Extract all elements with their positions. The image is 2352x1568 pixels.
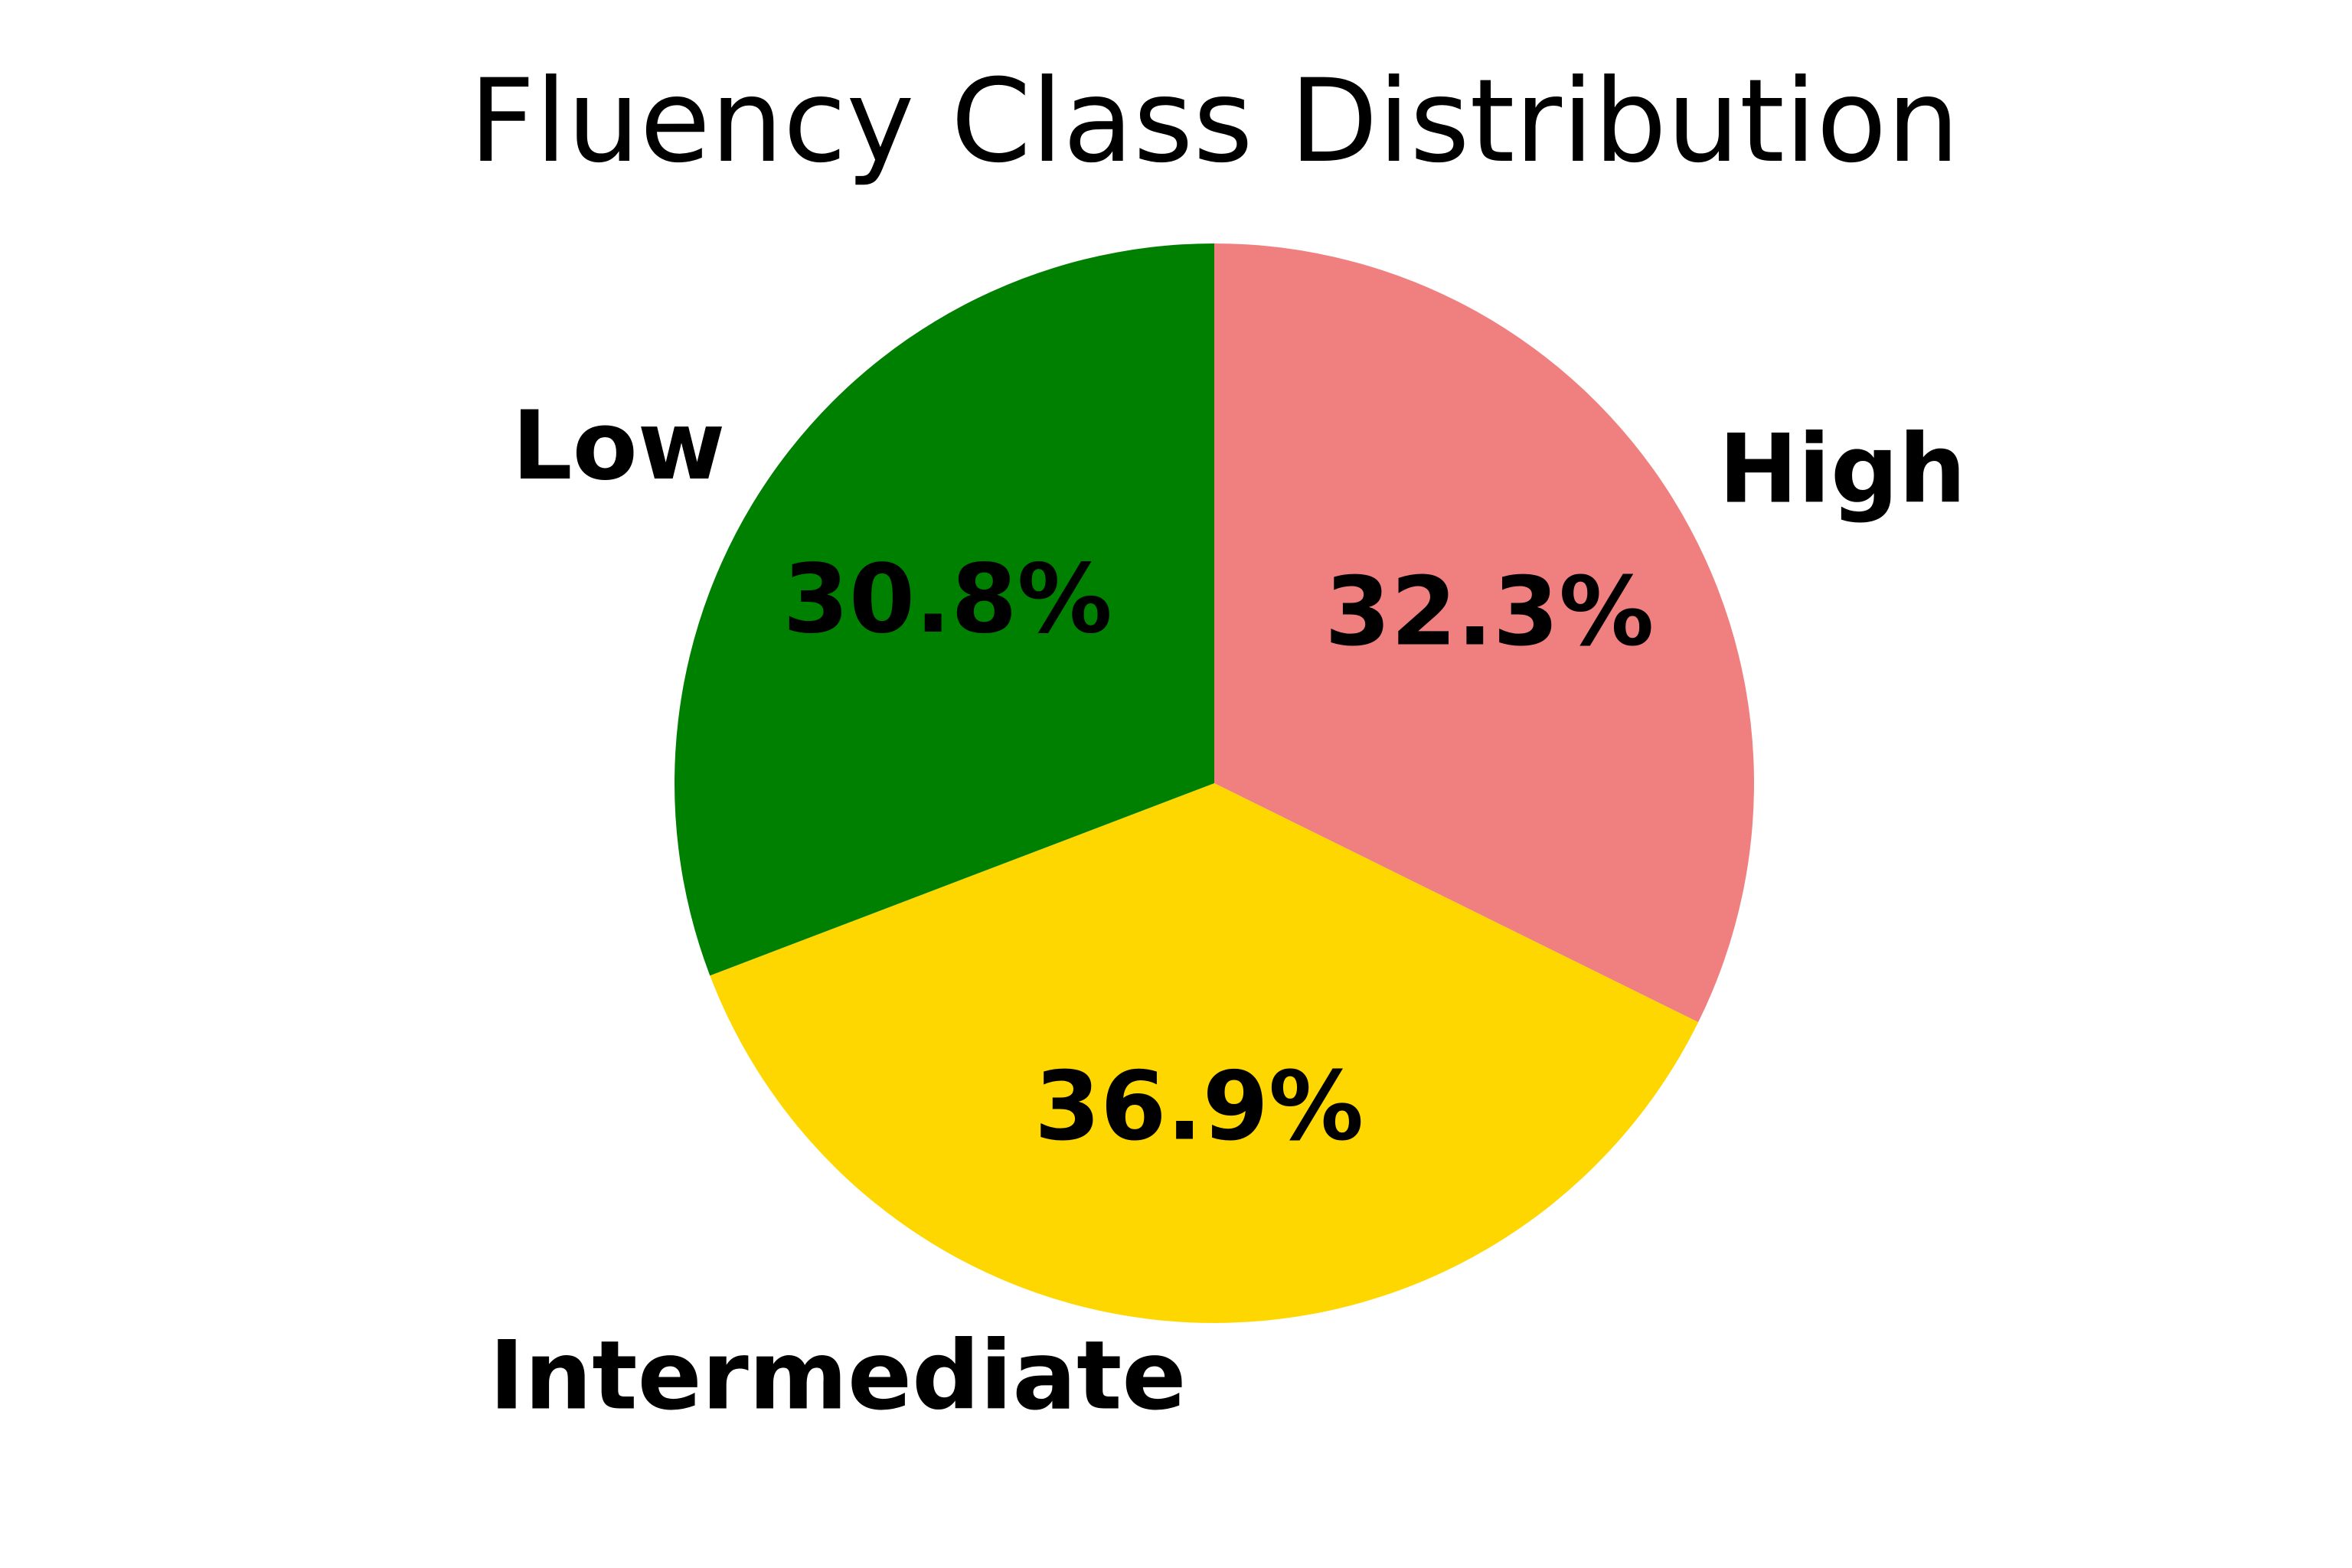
slice-percent-high: 32.3% [1325,557,1654,668]
slice-percent-intermediate: 36.9% [1034,1052,1364,1162]
slice-percent-low: 30.8% [783,544,1112,655]
pie-labels: High 32.3% Intermediate 36.9% Low 30.8% [489,391,1966,1432]
pie-slices [674,243,1754,1323]
pie-slice-high [1214,243,1754,1023]
slice-label-intermediate: Intermediate [489,1321,1187,1432]
chart-title: Fluency Class Distribution [469,55,1960,188]
pie-slice-low [674,243,1214,976]
pie-slice-intermediate [710,783,1699,1323]
slice-label-low: Low [512,391,726,501]
slice-label-high: High [1719,415,1966,525]
